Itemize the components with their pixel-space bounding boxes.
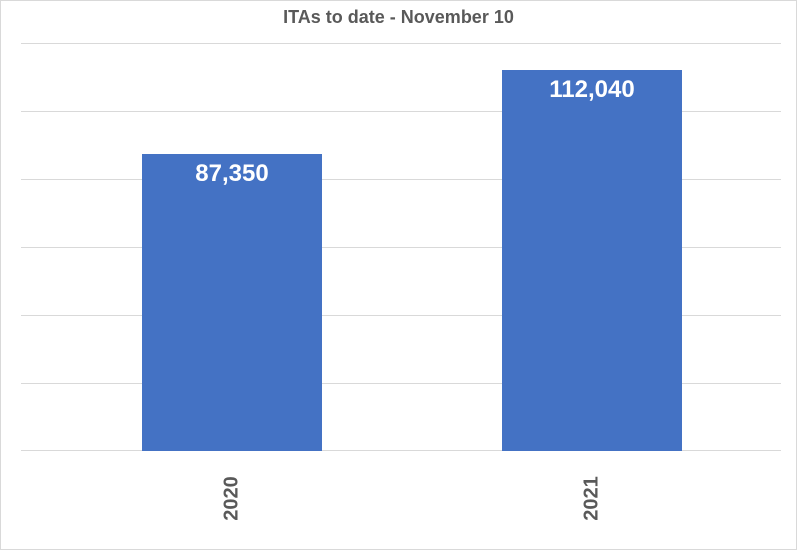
bar-value-label: 112,040 xyxy=(502,76,682,104)
x-axis-label: 2021 xyxy=(581,469,604,529)
bar: 112,040 xyxy=(502,70,682,451)
chart-title: ITAs to date - November 10 xyxy=(1,7,796,28)
bar-value-label: 87,350 xyxy=(142,160,322,188)
gridline xyxy=(21,43,781,44)
x-axis-label: 2020 xyxy=(221,469,244,529)
plot-area: 87,3502020112,0402021 xyxy=(21,43,781,451)
bar: 87,350 xyxy=(142,154,322,451)
chart-container: ITAs to date - November 10 87,3502020112… xyxy=(0,0,797,550)
